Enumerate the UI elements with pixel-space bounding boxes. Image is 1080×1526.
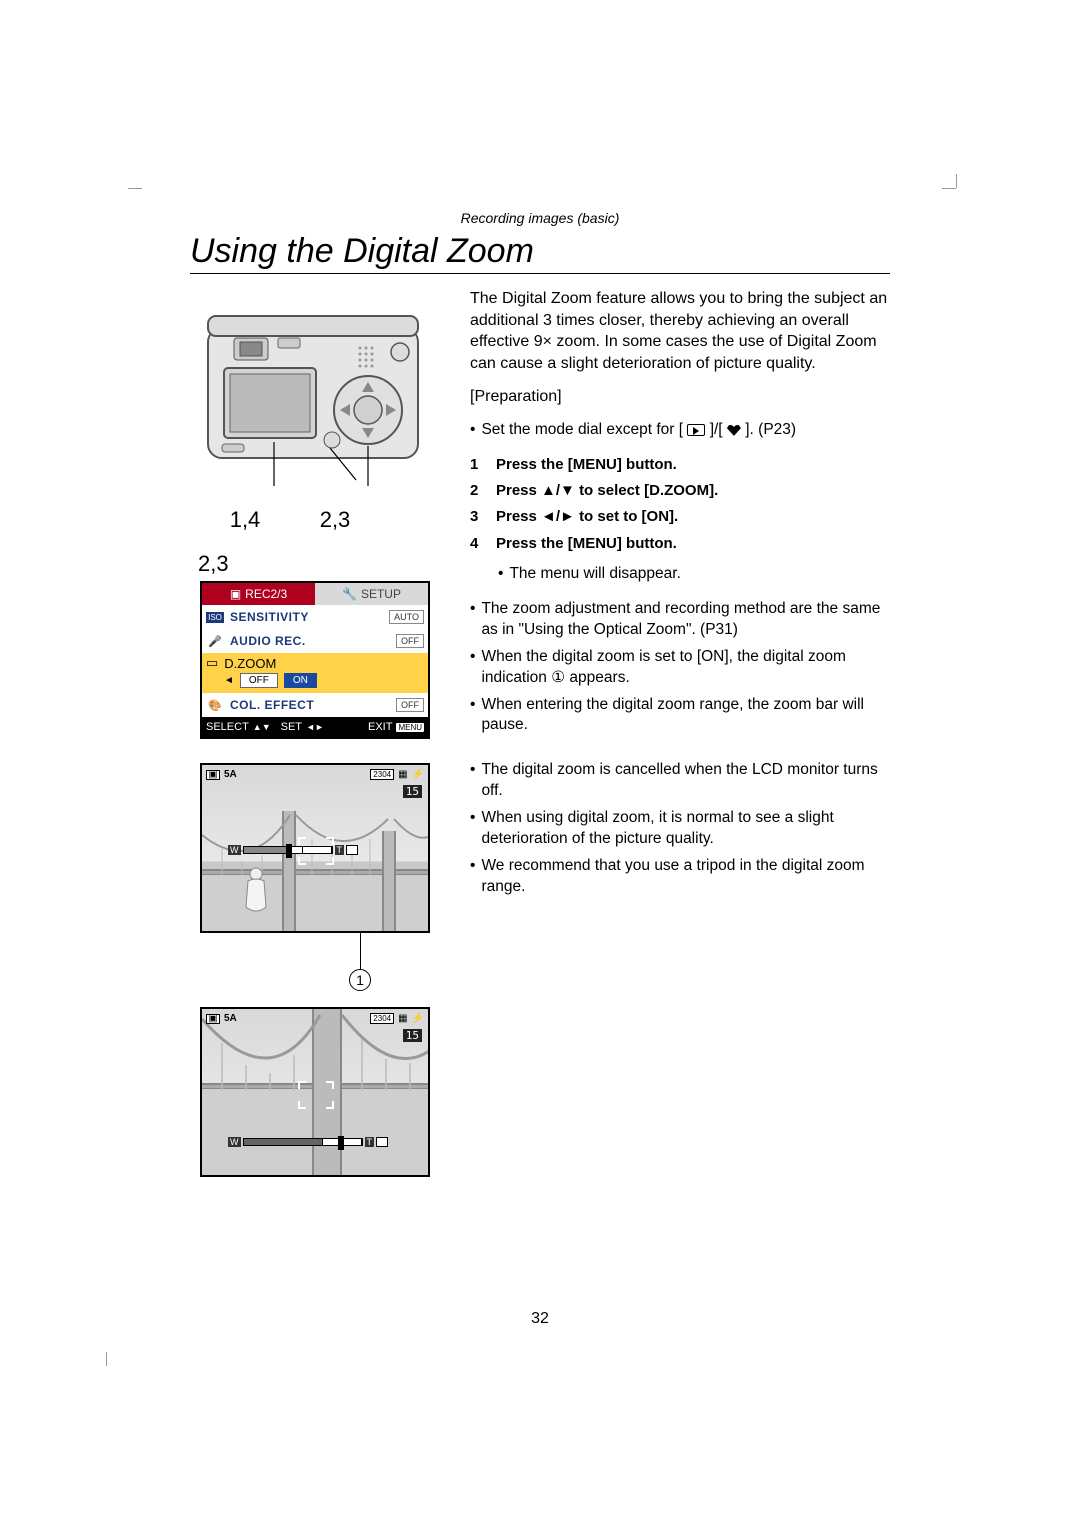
notes-group-b: The digital zoom is cancelled when the L… bbox=[470, 760, 890, 898]
zoom-bar-horizontal: W T bbox=[228, 845, 358, 855]
menu-row-effect: 🎨 COL. EFFECT OFF bbox=[202, 693, 428, 717]
footer-set: SET bbox=[281, 721, 302, 733]
steps-list: 1Press the [MENU] button. 2Press ▲/▼ to … bbox=[470, 455, 890, 554]
menu-label-dzoom: D.ZOOM bbox=[224, 656, 276, 671]
circled-ref-1: 1 bbox=[349, 969, 371, 991]
step-2: 2Press ▲/▼ to select [D.ZOOM]. bbox=[470, 481, 890, 501]
footer-exit: EXIT bbox=[368, 721, 392, 733]
camera-icon: ▣ bbox=[230, 587, 241, 601]
menu-tabs: ▣ REC2/3 🔧 SETUP bbox=[202, 583, 428, 605]
menu-screen: ▣ REC2/3 🔧 SETUP ISO SENSITIVITY AUTO 🎤 … bbox=[200, 581, 430, 739]
menu-step-label: 2,3 bbox=[198, 551, 229, 577]
notes-group-a: The zoom adjustment and recording method… bbox=[470, 599, 890, 737]
palette-icon: 🎨 bbox=[206, 699, 224, 712]
menu-tab-setup-label: SETUP bbox=[361, 587, 401, 601]
dzoom-icon: ▭ bbox=[206, 655, 218, 671]
menu-row-sensitivity: ISO SENSITIVITY AUTO bbox=[202, 605, 428, 629]
menu-value-audio: OFF bbox=[396, 634, 424, 648]
prep-text-a: Set the mode dial except for [ bbox=[481, 421, 683, 438]
iso-icon: ISO bbox=[206, 612, 224, 623]
note-a-1: The zoom adjustment and recording method… bbox=[470, 599, 890, 641]
note-a-3: When entering the digital zoom range, th… bbox=[470, 695, 890, 737]
two-column-layout: 1,4 2,3 2,3 ▣ REC2/3 🔧 SETUP bbox=[190, 288, 890, 1177]
lcd-pointer-1: 1 bbox=[259, 933, 371, 991]
lcd-res-badge: 2304 bbox=[370, 769, 394, 780]
intro-paragraph: The Digital Zoom feature allows you to b… bbox=[470, 288, 890, 374]
menu-footer: SELECT▲▼ SET◄► EXIT MENU bbox=[202, 717, 428, 737]
step-4: 4Press the [MENU] button. bbox=[470, 534, 890, 554]
lcd-preview-2: ▣ 5A 2304 ▦ ⚡ 15 W bbox=[200, 1007, 430, 1177]
dzoom-option-on: ON bbox=[284, 673, 317, 688]
menu-label-sensitivity: SENSITIVITY bbox=[230, 610, 383, 624]
quality-icon-2: ▦ bbox=[398, 1013, 407, 1024]
footer-select: SELECT bbox=[206, 721, 249, 733]
left-column: 1,4 2,3 2,3 ▣ REC2/3 🔧 SETUP bbox=[190, 288, 440, 1177]
lcd-mode-badge-2: 5A bbox=[224, 1013, 237, 1024]
page-content: Recording images (basic) Using the Digit… bbox=[190, 210, 890, 1177]
note-b-3: We recommend that you use a tripod in th… bbox=[470, 856, 890, 898]
step-3: 3Press ◄/► to set to [ON]. bbox=[470, 507, 890, 527]
lcd-mode-badge: 5A bbox=[224, 769, 237, 780]
step-4-text: Press the [MENU] button. bbox=[496, 534, 890, 554]
footer-menu-chip: MENU bbox=[396, 723, 424, 732]
prep-text-b: ]/[ bbox=[710, 421, 723, 438]
zoom-bar-horizontal-2: W T bbox=[228, 1137, 388, 1147]
lcd-res-badge-2: 2304 bbox=[370, 1013, 394, 1024]
heart-icon bbox=[727, 424, 741, 436]
preparation-heading: [Preparation] bbox=[470, 386, 890, 408]
menu-tab-setup: 🔧 SETUP bbox=[315, 583, 428, 605]
zoom-t-label: T bbox=[335, 845, 345, 855]
menu-tab-rec: ▣ REC2/3 bbox=[202, 583, 315, 605]
mic-icon: 🎤 bbox=[206, 635, 224, 648]
pointer-label-right: 2,3 bbox=[320, 507, 351, 533]
person-icon-1 bbox=[242, 867, 270, 915]
quality-icon: ▦ bbox=[398, 769, 407, 780]
flash-icon: ⚡ bbox=[412, 769, 424, 780]
menu-row-audio: 🎤 AUDIO REC. OFF bbox=[202, 629, 428, 653]
playback-icon bbox=[687, 424, 705, 436]
camera-mode-icon: ▣ bbox=[206, 770, 220, 780]
section-header: Recording images (basic) bbox=[190, 210, 890, 226]
pointer-label-left: 1,4 bbox=[230, 507, 261, 533]
bridge-cables-2 bbox=[202, 1009, 430, 1129]
menu-row-dzoom: ▭ D.ZOOM ◄ OFF ON bbox=[202, 653, 428, 693]
camera-pointer-labels: 1,4 2,3 bbox=[200, 507, 380, 533]
right-column: The Digital Zoom feature allows you to b… bbox=[470, 288, 890, 1177]
lcd-frame-count-2: 15 bbox=[403, 1029, 422, 1042]
prep-text-c: ]. (P23) bbox=[745, 421, 796, 438]
page-title: Using the Digital Zoom bbox=[190, 232, 890, 274]
menu-value-sensitivity: AUTO bbox=[389, 610, 424, 624]
menu-label-effect: COL. EFFECT bbox=[230, 698, 390, 712]
menu-value-effect: OFF bbox=[396, 698, 424, 712]
zoom-w-label: W bbox=[228, 845, 241, 855]
note-b-1: The digital zoom is cancelled when the L… bbox=[470, 760, 890, 802]
camera-mode-icon-2: ▣ bbox=[206, 1014, 220, 1024]
lcd-frame-count-1: 15 bbox=[403, 785, 422, 798]
flash-icon-2: ⚡ bbox=[412, 1013, 424, 1024]
step-4-subnote: The menu will disappear. bbox=[498, 564, 890, 585]
note-a-2: When the digital zoom is set to [ON], th… bbox=[470, 647, 890, 689]
menu-label-audio: AUDIO REC. bbox=[230, 634, 390, 648]
wrench-icon: 🔧 bbox=[342, 587, 357, 601]
menu-tab-rec-label: REC2/3 bbox=[245, 587, 287, 601]
camera-svg bbox=[200, 298, 430, 498]
camera-illustration: 1,4 2,3 bbox=[200, 298, 430, 533]
dzoom-indicator-icon bbox=[346, 845, 358, 855]
dzoom-option-off: OFF bbox=[240, 673, 278, 688]
step-3-text: Press ◄/► to set to [ON]. bbox=[496, 507, 890, 527]
step-1: 1Press the [MENU] button. bbox=[470, 455, 890, 475]
step4-sub-text: The menu will disappear. bbox=[509, 564, 680, 585]
lcd-preview-1: ▣ 5A 2304 ▦ ⚡ 15 W T bbox=[200, 763, 430, 933]
page-number: 32 bbox=[0, 1310, 1080, 1328]
note-b-2: When using digital zoom, it is normal to… bbox=[470, 808, 890, 850]
prep-bullet: • Set the mode dial except for [ ]/[ ]. … bbox=[470, 420, 890, 441]
step-1-text: Press the [MENU] button. bbox=[496, 455, 890, 475]
step-2-text: Press ▲/▼ to select [D.ZOOM]. bbox=[496, 481, 890, 501]
